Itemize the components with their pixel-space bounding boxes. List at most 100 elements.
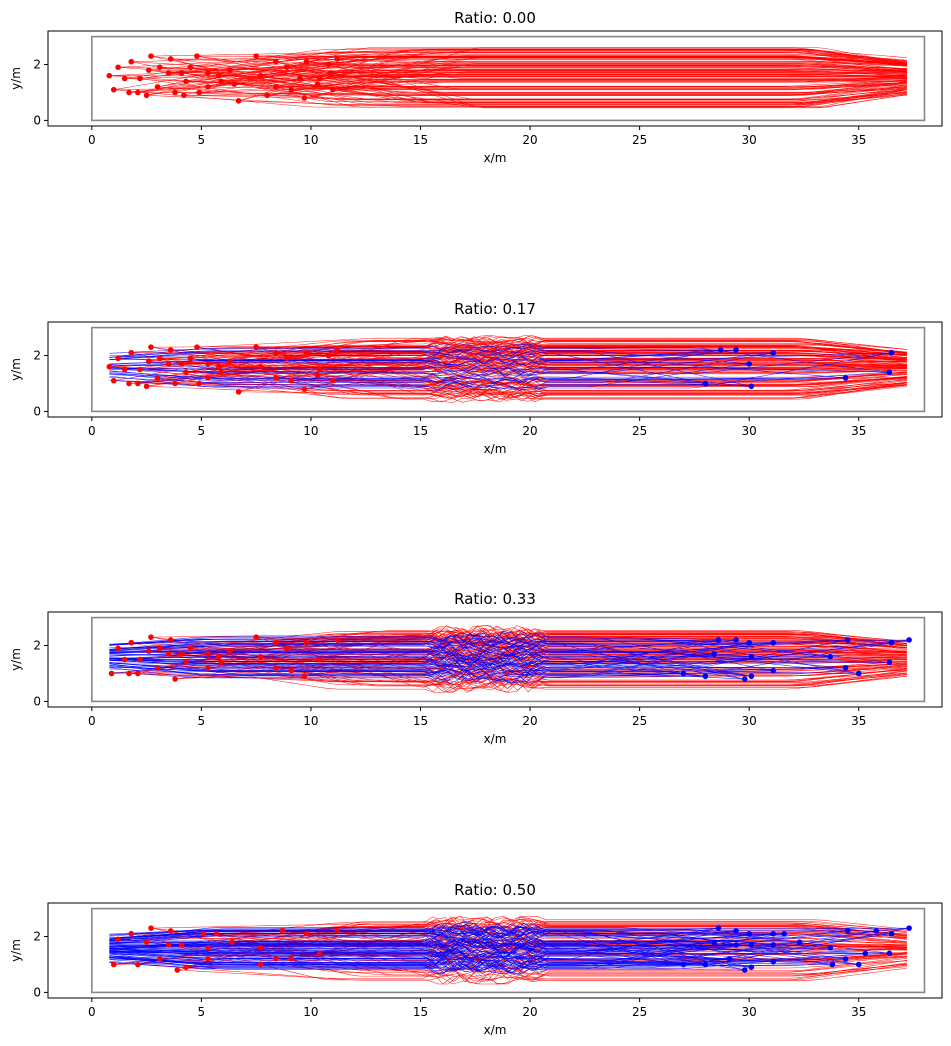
trajectory-line (148, 360, 907, 403)
x-tick-label: 0 (88, 1005, 96, 1019)
data-point (178, 361, 185, 367)
corridor-boundary (91, 326, 926, 413)
data-point (229, 939, 235, 945)
trajectory-line (109, 939, 752, 953)
data-point (827, 653, 834, 660)
data-point (216, 653, 222, 660)
data-point (288, 667, 295, 674)
data-point (121, 75, 128, 82)
data-point (205, 84, 211, 90)
data-point (156, 355, 163, 362)
series-red-points (106, 344, 341, 395)
trajectory-line (109, 953, 866, 974)
x-tick-label: 10 (303, 424, 318, 438)
data-point (110, 86, 117, 93)
trajectory-line (109, 372, 752, 387)
trajectory-line (304, 346, 907, 390)
series-red-points (110, 925, 341, 973)
trajectory-line (275, 80, 907, 88)
data-point (316, 656, 323, 663)
data-point (121, 656, 128, 663)
trajectory-line (109, 944, 730, 960)
data-point (748, 653, 755, 660)
data-point (842, 956, 849, 962)
x-tick-label: 0 (88, 714, 96, 728)
data-point (273, 639, 279, 646)
data-point (862, 950, 869, 957)
data-point (325, 61, 332, 68)
trajectory-line (332, 63, 907, 90)
trajectory-line (139, 55, 907, 79)
trajectory-line (304, 73, 907, 99)
trajectories (109, 335, 907, 404)
trajectory-line (109, 347, 752, 387)
x-tick-label: 20 (522, 714, 537, 728)
data-point (715, 637, 722, 643)
data-point (741, 676, 748, 682)
data-point (231, 81, 238, 87)
trajectory-line (159, 67, 907, 73)
series-blue-points (680, 637, 912, 682)
y-tick-label: 2 (33, 349, 41, 363)
y-axis-label: y/m (9, 939, 23, 962)
trajectory-line (109, 955, 833, 973)
data-point (194, 53, 200, 59)
trajectory-line (332, 345, 907, 381)
trajectory-line (291, 649, 907, 671)
data-point (218, 659, 224, 666)
chart-title: Ratio: 0.00 (454, 9, 536, 27)
data-point (829, 961, 836, 968)
trajectory-line (109, 651, 890, 664)
data-point (145, 358, 152, 364)
trajectory-line (109, 656, 706, 677)
trajectory-line (221, 372, 907, 403)
trajectory-line (109, 651, 706, 677)
trajectory-line (109, 656, 752, 682)
axes-frame (47, 902, 943, 999)
chart-title: Ratio: 0.50 (454, 881, 536, 899)
data-point (143, 92, 150, 99)
trajectory-line (216, 919, 907, 935)
trajectory-line (109, 634, 859, 674)
data-point (284, 645, 290, 652)
data-point (178, 942, 185, 948)
trajectory-line (238, 49, 907, 102)
trajectory-line (238, 383, 907, 398)
data-point (257, 944, 264, 951)
data-point (748, 383, 755, 390)
corridor-boundary (91, 907, 926, 994)
data-point (257, 72, 264, 79)
data-point (334, 928, 341, 934)
data-point (205, 651, 211, 657)
data-point (288, 86, 295, 93)
data-point (855, 670, 862, 677)
data-point (886, 659, 893, 666)
trajectory-line (282, 930, 907, 985)
trajectory-line (109, 367, 752, 387)
data-point (218, 369, 224, 376)
data-point (746, 361, 752, 367)
data-point (108, 670, 115, 677)
data-point (137, 75, 143, 82)
data-point (844, 928, 851, 934)
data-point (205, 375, 211, 381)
data-point (748, 673, 755, 680)
trajectory-line (109, 633, 774, 671)
data-point (264, 92, 270, 99)
trajectory-line (157, 48, 907, 88)
x-tick-label: 15 (413, 714, 428, 728)
data-point (148, 925, 154, 931)
data-point (770, 349, 777, 356)
trajectory-line (299, 74, 907, 79)
data-point (115, 355, 121, 362)
trajectories (109, 47, 907, 109)
data-point (167, 928, 174, 934)
data-point (680, 961, 687, 968)
trajectory-line (109, 930, 848, 953)
data-point (172, 676, 178, 682)
data-point (733, 347, 739, 353)
trajectory-line (238, 335, 907, 393)
data-point (143, 939, 150, 945)
data-point (334, 56, 341, 62)
data-point (711, 939, 717, 945)
